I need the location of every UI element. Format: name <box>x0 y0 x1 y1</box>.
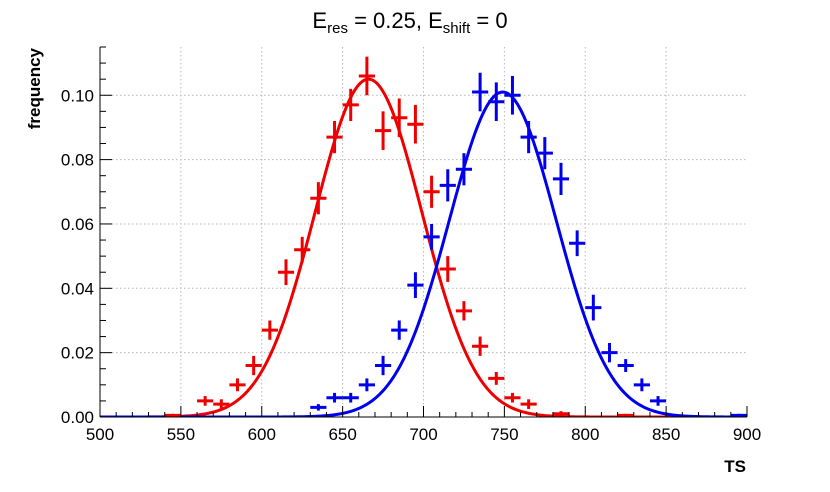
data-point-red <box>488 371 505 385</box>
data-point-blue <box>310 404 327 411</box>
data-point-blue <box>407 272 424 298</box>
y-tick-label: 0.00 <box>61 408 94 427</box>
data-point-blue <box>423 223 440 250</box>
data-point-red <box>294 236 311 263</box>
data-point-blue <box>520 121 537 154</box>
axis-ticks: 500 550 600 650 700 750 800 850 900 0.00 0.02 0.04 0… <box>61 46 761 444</box>
y-tick-label: 0.08 <box>61 151 94 170</box>
data-point-red <box>439 256 456 282</box>
data-point-blue <box>439 169 456 202</box>
title-part: shift <box>443 20 471 37</box>
x-tick-label: 600 <box>248 425 276 444</box>
data-point-red <box>261 320 278 340</box>
x-tick-label: 800 <box>571 425 599 444</box>
data-point-blue <box>536 137 553 170</box>
data-point-red <box>229 378 246 392</box>
data-point-blue <box>585 294 602 321</box>
data-point-red <box>520 399 537 409</box>
data-point-red <box>310 182 327 215</box>
fit-curve-red <box>100 77 747 417</box>
x-axis-title: TS <box>724 457 746 476</box>
data-point-blue <box>391 320 408 340</box>
y-tick-label: 0.04 <box>61 279 94 298</box>
x-tick-label: 850 <box>652 425 680 444</box>
data-point-red <box>472 336 489 356</box>
data-point-blue <box>730 413 747 417</box>
data-points <box>164 56 747 417</box>
grid <box>100 47 747 417</box>
data-point-blue <box>358 378 375 392</box>
data-point-red <box>391 98 408 138</box>
fit-curves <box>100 77 747 417</box>
data-point-blue <box>552 162 570 195</box>
title-part: = 0.25, E <box>348 8 443 33</box>
data-point-red <box>423 175 440 208</box>
fit-curve-blue <box>100 90 747 417</box>
x-tick-label: 750 <box>490 425 518 444</box>
x-tick-label: 900 <box>733 425 761 444</box>
data-point-blue <box>472 72 489 112</box>
data-point-red <box>617 413 634 417</box>
title-part: res <box>327 20 348 37</box>
chart-title: Eres = 0.25, Eshift = 0 <box>312 8 507 37</box>
data-point-blue <box>569 230 586 257</box>
data-point-blue <box>488 82 505 121</box>
data-point-red <box>407 104 424 144</box>
data-point-red <box>164 413 181 417</box>
y-tick-label: 0.06 <box>61 215 94 234</box>
x-tick-label: 550 <box>167 425 195 444</box>
data-point-blue <box>633 378 650 392</box>
title-part: = 0 <box>470 8 507 33</box>
y-tick-label: 0.10 <box>61 86 94 105</box>
data-point-red <box>342 88 359 121</box>
data-point-blue <box>455 153 473 186</box>
x-tick-label: 650 <box>328 425 356 444</box>
data-point-blue <box>342 392 359 403</box>
data-point-blue <box>504 75 521 115</box>
data-point-red <box>197 396 214 406</box>
y-tick-label: 0.02 <box>61 344 94 363</box>
data-point-blue <box>601 343 618 363</box>
data-point-blue <box>649 396 667 406</box>
data-point-blue <box>617 359 634 372</box>
data-point-red <box>245 355 262 376</box>
data-point-red <box>374 111 392 150</box>
data-point-red <box>326 121 343 154</box>
x-tick-label: 500 <box>86 425 114 444</box>
data-point-red <box>213 399 230 409</box>
y-axis-title: frequency <box>25 47 44 129</box>
data-point-red <box>455 301 473 321</box>
title-part: E <box>312 8 327 33</box>
data-point-red <box>358 56 375 96</box>
x-tick-label: 700 <box>409 425 437 444</box>
data-point-red <box>277 259 295 286</box>
data-point-red <box>504 392 521 403</box>
data-point-blue <box>326 392 343 403</box>
data-point-blue <box>374 355 392 376</box>
data-point-red <box>552 411 570 417</box>
